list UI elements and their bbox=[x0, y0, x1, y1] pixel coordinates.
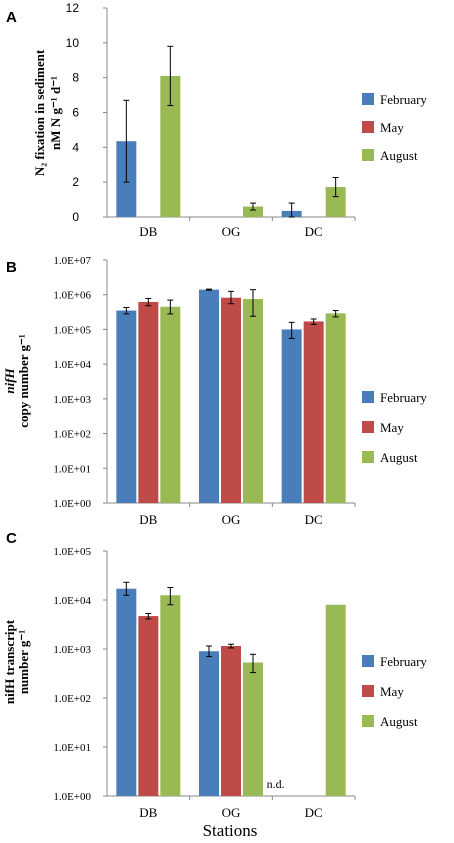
legend-swatch bbox=[362, 149, 374, 161]
panel-a-bar-chart: A N₂ fixation in sediment nM N g⁻¹ d⁻¹ 0… bbox=[6, 1, 427, 239]
bar bbox=[325, 187, 346, 217]
legend-label: February bbox=[380, 390, 427, 405]
y-tick-label: 2 bbox=[72, 175, 79, 189]
x-tick-label: OG bbox=[222, 805, 241, 820]
bar bbox=[116, 310, 137, 503]
x-tick-label: DC bbox=[305, 805, 323, 820]
bar bbox=[243, 206, 263, 217]
legend-label: May bbox=[380, 684, 404, 699]
bar bbox=[138, 301, 159, 503]
y-tick-label: 1.0E+03 bbox=[53, 394, 91, 406]
x-tick-label: DC bbox=[305, 224, 323, 239]
x-tick-label: OG bbox=[222, 512, 241, 527]
y-tick-label: 1.0E+00 bbox=[53, 791, 91, 803]
legend-label: May bbox=[380, 420, 404, 435]
y-tick-label: 1.0E+01 bbox=[53, 463, 91, 475]
y-tick-label: 1.0E+05 bbox=[53, 546, 91, 558]
x-tick-label: DB bbox=[139, 805, 157, 820]
panel-a-ylabel-line2: nM N g⁻¹ d⁻¹ bbox=[48, 76, 63, 150]
x-tick-label: DB bbox=[139, 224, 157, 239]
y-tick-label: 1.0E+07 bbox=[53, 255, 91, 267]
y-tick-label: 1.0E+05 bbox=[53, 324, 91, 336]
x-tick-label: OG bbox=[222, 224, 241, 239]
legend-swatch bbox=[362, 715, 374, 727]
panel-a-ylabel-line1: N₂ fixation in sediment bbox=[32, 49, 47, 176]
x-axis-title: Stations bbox=[203, 821, 258, 840]
y-tick-label: 1.0E+04 bbox=[53, 595, 91, 607]
bar bbox=[199, 289, 219, 503]
legend-label: February bbox=[380, 92, 427, 107]
y-tick-label: 1.0E+01 bbox=[53, 742, 91, 754]
panel-c-ylabel-line2: number g⁻¹ bbox=[16, 630, 31, 694]
bar bbox=[221, 646, 241, 796]
bar bbox=[303, 321, 324, 503]
legend-label: May bbox=[380, 120, 404, 135]
y-tick-label: 1.0E+04 bbox=[53, 359, 91, 371]
legend-swatch bbox=[362, 451, 374, 463]
legend-label: August bbox=[380, 148, 418, 163]
bar bbox=[243, 299, 263, 503]
bar bbox=[160, 306, 181, 503]
y-tick-label: 12 bbox=[66, 1, 80, 15]
y-tick-label: 1.0E+02 bbox=[53, 429, 91, 441]
legend-swatch bbox=[362, 121, 374, 133]
legend-swatch bbox=[362, 93, 374, 105]
legend-label: August bbox=[380, 450, 418, 465]
legend-label: February bbox=[380, 654, 427, 669]
x-tick-label: DB bbox=[139, 512, 157, 527]
bar bbox=[116, 588, 137, 796]
panel-c-ylabel-line1: nifH transcript bbox=[2, 619, 17, 704]
y-tick-label: 4 bbox=[72, 140, 79, 154]
bar bbox=[160, 75, 181, 217]
y-tick-label: 1.0E+00 bbox=[53, 498, 91, 510]
panel-a-letter: A bbox=[6, 9, 17, 26]
x-tick-label: DC bbox=[305, 512, 323, 527]
bar bbox=[199, 651, 219, 796]
legend-swatch bbox=[362, 655, 374, 667]
panel-b-letter: B bbox=[6, 259, 17, 276]
y-tick-label: 10 bbox=[66, 36, 80, 50]
panel-b-ylabel-line2: copy number g⁻¹ bbox=[16, 334, 31, 428]
y-tick-label: 0 bbox=[72, 210, 79, 224]
panel-c-letter: C bbox=[6, 530, 17, 547]
legend-swatch bbox=[362, 391, 374, 403]
panel-b-bar-chart: B nifH copy number g⁻¹ 1.0E+00 1.0E+01 1.0… bbox=[2, 255, 427, 527]
bar bbox=[138, 616, 159, 796]
bar bbox=[221, 297, 241, 503]
bar bbox=[243, 662, 263, 796]
y-tick-label: 8 bbox=[72, 71, 79, 85]
y-tick-label: 6 bbox=[72, 106, 79, 120]
legend-label: August bbox=[380, 714, 418, 729]
bar bbox=[160, 595, 181, 796]
not-detected-annotation: n.d. bbox=[267, 777, 285, 791]
y-tick-label: 1.0E+02 bbox=[53, 693, 91, 705]
bar bbox=[325, 604, 346, 796]
y-tick-label: 1.0E+06 bbox=[53, 290, 91, 302]
y-tick-label: 1.0E+03 bbox=[53, 644, 91, 656]
legend-swatch bbox=[362, 421, 374, 433]
panel-b-ylabel-line1: nifH bbox=[2, 367, 17, 393]
bar bbox=[281, 329, 302, 503]
panel-c-bar-chart: C nifH transcript number g⁻¹ 1.0E+00 1.0E… bbox=[2, 530, 427, 820]
legend-swatch bbox=[362, 685, 374, 697]
bar bbox=[325, 313, 346, 503]
